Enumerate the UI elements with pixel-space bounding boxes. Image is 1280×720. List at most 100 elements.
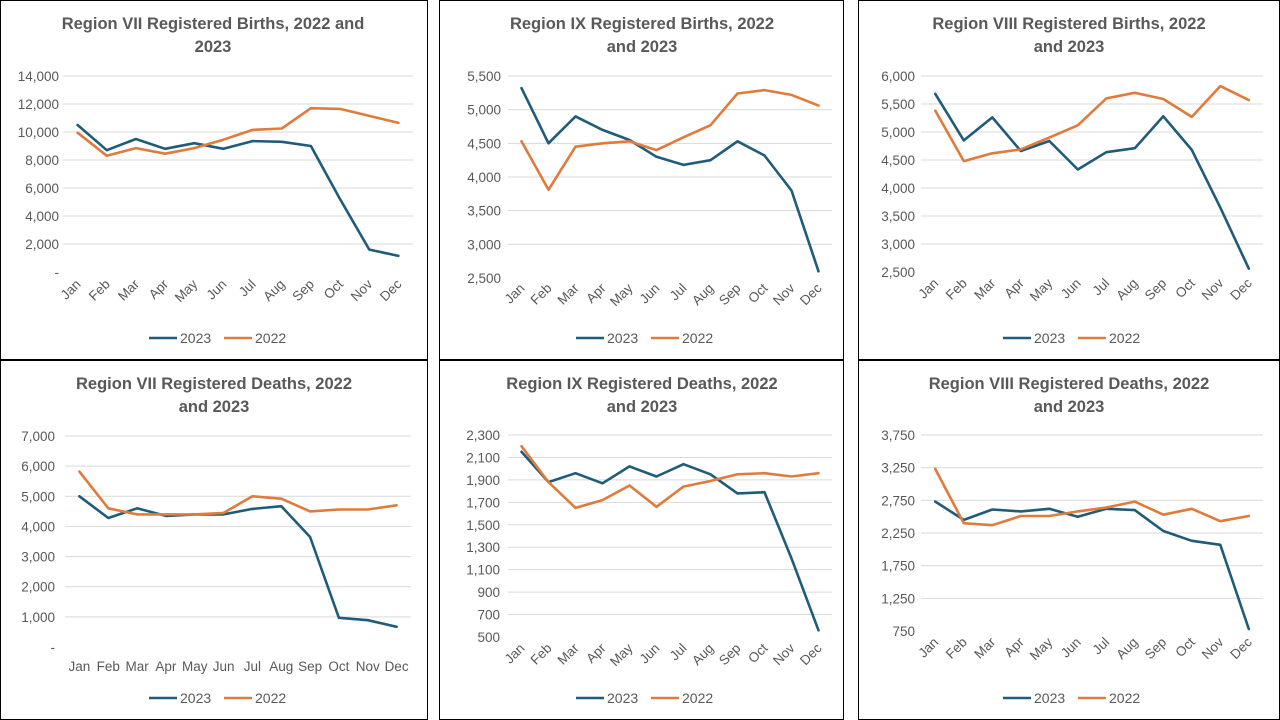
chart-title-line: Region VII Registered Births, 2022 and bbox=[62, 15, 365, 33]
y-tick-label: 2,000 bbox=[21, 580, 55, 595]
y-tick-label: 5,500 bbox=[881, 97, 915, 112]
y-tick-label: 1,500 bbox=[466, 518, 500, 533]
legend-label-2023: 2023 bbox=[1034, 690, 1065, 706]
x-tick-label: Sep bbox=[716, 641, 744, 669]
series-line-2023 bbox=[76, 123, 400, 258]
x-tick-label: Jul bbox=[667, 281, 690, 304]
y-tick-label: 8,000 bbox=[25, 153, 59, 168]
series-line-2022 bbox=[76, 106, 400, 158]
y-tick-label: 3,250 bbox=[881, 461, 915, 476]
legend-label-2022: 2022 bbox=[255, 330, 286, 346]
x-tick-label: May bbox=[1027, 634, 1056, 663]
y-tick-label: 3,750 bbox=[881, 428, 915, 443]
x-tick-label: Jan bbox=[69, 659, 91, 674]
x-tick-label: Apr bbox=[583, 280, 609, 306]
series-line-2022 bbox=[78, 470, 398, 516]
chart-title-line: Region VII Registered Deaths, 2022 bbox=[76, 375, 352, 393]
legend-label-2023: 2023 bbox=[180, 330, 211, 346]
x-tick-label: Mar bbox=[115, 276, 142, 303]
x-tick-label: Jan bbox=[58, 277, 84, 303]
x-tick-label: Mar bbox=[971, 634, 998, 661]
chart-title-line: and 2023 bbox=[607, 38, 678, 56]
legend-label-2022: 2022 bbox=[1109, 330, 1140, 346]
series-line-2023 bbox=[520, 86, 820, 273]
y-tick-label: 500 bbox=[477, 630, 500, 645]
chart-panel-region-viii-deaths: Region VIII Registered Deaths, 2022 and 2… bbox=[858, 360, 1280, 720]
x-tick-label: Feb bbox=[528, 281, 555, 308]
legend-label-2022: 2022 bbox=[255, 690, 286, 706]
x-tick-label: Sep bbox=[716, 281, 744, 309]
x-tick-label: May bbox=[607, 280, 636, 309]
y-tick-label: 5,000 bbox=[21, 489, 55, 504]
y-tick-label: 900 bbox=[477, 585, 500, 600]
chart-title-line: and 2023 bbox=[179, 398, 250, 416]
legend-label-2022: 2022 bbox=[1109, 690, 1140, 706]
chart-svg: Region VIII Registered Births, 2022 and 2… bbox=[881, 15, 1263, 346]
x-tick-label: Jan bbox=[502, 641, 528, 667]
chart-panel-region-vii-deaths: Region VII Registered Deaths, 2022 and 20… bbox=[0, 360, 428, 720]
x-tick-label: Dec bbox=[385, 659, 409, 674]
x-tick-label: Apr bbox=[1001, 275, 1027, 301]
y-tick-label: 1,250 bbox=[881, 591, 915, 606]
x-tick-label: Dec bbox=[797, 640, 825, 668]
series-line-2023 bbox=[520, 450, 820, 632]
y-tick-label: 1,300 bbox=[466, 540, 500, 555]
y-tick-label: 6,000 bbox=[25, 181, 59, 196]
x-tick-label: Apr bbox=[1001, 634, 1027, 660]
chart-title-line: and 2023 bbox=[1034, 38, 1105, 56]
x-tick-label: Sep bbox=[1142, 635, 1170, 663]
legend-label-2023: 2023 bbox=[607, 330, 638, 346]
x-tick-label: Aug bbox=[269, 659, 293, 674]
x-tick-label: Jul bbox=[244, 659, 261, 674]
series-line-2022 bbox=[520, 88, 820, 192]
y-tick-label: 7,000 bbox=[21, 429, 55, 444]
y-tick-label: - bbox=[51, 640, 56, 655]
y-tick-label: 2,500 bbox=[881, 265, 915, 280]
series-line-2023 bbox=[934, 92, 1251, 270]
x-tick-label: Mar bbox=[971, 275, 998, 302]
y-tick-label: 10,000 bbox=[18, 125, 59, 140]
y-tick-label: 1,700 bbox=[466, 495, 500, 510]
x-tick-label: Oct bbox=[745, 280, 771, 306]
x-tick-label: Feb bbox=[86, 277, 113, 304]
chart-svg: Region IX Registered Deaths, 2022 and 202… bbox=[466, 375, 832, 706]
x-tick-label: Sep bbox=[289, 277, 317, 305]
x-tick-label: Aug bbox=[260, 277, 288, 305]
x-tick-label: Jun bbox=[204, 277, 230, 303]
x-tick-label: Aug bbox=[689, 281, 717, 309]
series-line-2023 bbox=[934, 500, 1251, 631]
chart-panel-region-viii-births: Region VIII Registered Births, 2022 and 2… bbox=[858, 0, 1280, 360]
x-tick-label: May bbox=[182, 659, 208, 674]
chart-svg: Region IX Registered Births, 2022 and 202… bbox=[467, 15, 832, 346]
x-tick-label: Dec bbox=[1227, 275, 1255, 303]
x-tick-label: Nov bbox=[348, 276, 376, 304]
x-tick-label: Apr bbox=[146, 276, 172, 302]
chart-svg: Region VII Registered Deaths, 2022 and 20… bbox=[21, 375, 411, 706]
chart-svg: Region VII Registered Births, 2022 and 20… bbox=[18, 15, 413, 346]
chart-svg: Region VIII Registered Deaths, 2022 and 2… bbox=[881, 375, 1263, 706]
x-tick-label: Dec bbox=[797, 280, 825, 308]
x-tick-label: Nov bbox=[356, 659, 380, 674]
series-line-2022 bbox=[934, 84, 1251, 163]
x-tick-label: Mar bbox=[125, 659, 149, 674]
x-tick-label: Mar bbox=[555, 640, 582, 667]
y-tick-label: 5,000 bbox=[881, 125, 915, 140]
x-tick-label: Jul bbox=[1090, 635, 1113, 658]
x-tick-label: Nov bbox=[1199, 634, 1227, 662]
series-line-2022 bbox=[934, 467, 1251, 527]
y-tick-label: 5,500 bbox=[467, 69, 501, 84]
y-tick-label: 3,000 bbox=[467, 237, 501, 252]
y-tick-label: 4,000 bbox=[467, 170, 501, 185]
x-tick-label: Oct bbox=[745, 640, 771, 666]
x-tick-label: Aug bbox=[1113, 635, 1141, 663]
chart-title-line: Region VIII Registered Deaths, 2022 bbox=[929, 375, 1210, 393]
y-tick-label: 2,250 bbox=[881, 526, 915, 541]
y-tick-label: 1,000 bbox=[21, 610, 55, 625]
x-tick-label: Jun bbox=[213, 659, 235, 674]
y-tick-label: 3,000 bbox=[881, 237, 915, 252]
x-tick-label: Jul bbox=[1090, 276, 1113, 299]
x-tick-label: Jun bbox=[637, 641, 663, 667]
x-tick-label: Feb bbox=[943, 276, 970, 303]
chart-title-line: and 2023 bbox=[607, 398, 678, 416]
x-tick-label: Jan bbox=[502, 281, 528, 307]
